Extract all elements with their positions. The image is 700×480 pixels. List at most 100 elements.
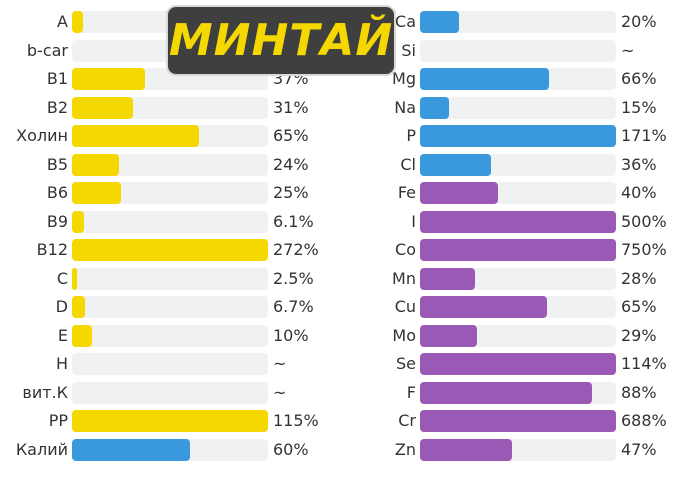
bar-label: Fe: [397, 183, 416, 202]
bar-value-label: 15%: [621, 97, 657, 117]
bar-label: вит.К: [22, 382, 68, 402]
bar-track: [420, 96, 616, 119]
bar-label: Se: [396, 354, 416, 373]
bar-track: [420, 267, 616, 290]
bar-value-label: 114%: [621, 354, 667, 373]
bar-label: Холин: [16, 126, 68, 145]
bar-value-label: 171%: [621, 126, 667, 145]
bar-value-label: 500%: [621, 211, 667, 231]
bar-row: B6 25%: [0, 179, 700, 207]
bar-value-label: ~: [621, 40, 635, 60]
bar-row: Se 114%: [0, 350, 700, 378]
bar-value-label: 40%: [621, 183, 657, 202]
bar-label: Калий: [15, 439, 68, 459]
bar-row: B9 6.1%: [0, 208, 700, 236]
bar-fill: [420, 182, 498, 204]
bar-fill: [72, 96, 133, 119]
bar-label: Cu: [394, 297, 416, 316]
bar-value-label: 88%: [621, 382, 657, 402]
bar-fill: [420, 125, 616, 147]
bar-fill: [72, 324, 92, 347]
bar-track: [420, 153, 616, 176]
bar-row: E 10%: [0, 322, 700, 350]
bar-label: Si: [401, 40, 416, 60]
bar-value-label: 66%: [621, 69, 657, 88]
bar-track: [72, 125, 268, 147]
bar-value-label: 6.1%: [273, 211, 314, 231]
bar-label: Na: [394, 97, 416, 117]
bar-track: [420, 182, 616, 204]
bar-value-label: ~: [273, 382, 287, 402]
bar-track: [420, 438, 616, 461]
bar-label: B1: [46, 69, 68, 88]
bar-value-label: 10%: [273, 325, 309, 345]
bar-track: [420, 39, 616, 62]
bar-fill: [420, 68, 549, 90]
bar-row: PP 115%: [0, 407, 700, 435]
bar-fill: [72, 438, 190, 461]
bar-track: [420, 353, 616, 375]
bar-track: [420, 210, 616, 233]
bar-label: B6: [46, 183, 68, 202]
bar-value-label: 2.5%: [273, 268, 314, 288]
bar-track: [72, 210, 268, 233]
bar-value-label: 20%: [621, 12, 657, 31]
bar-track: [72, 381, 268, 404]
bar-track: [72, 239, 268, 261]
bar-track: [420, 125, 616, 147]
bar-value-label: 750%: [621, 240, 667, 259]
bar-track: [72, 153, 268, 176]
bar-fill: [72, 68, 145, 90]
bar-fill: [72, 210, 84, 233]
bar-label: B5: [46, 154, 68, 174]
bar-fill: [72, 267, 77, 290]
bar-label: A: [57, 12, 68, 31]
bar-value-label: 65%: [273, 126, 309, 145]
bar-track: [420, 296, 616, 318]
bar-label: Mn: [392, 268, 416, 288]
bar-label: C: [56, 268, 68, 288]
bar-value-label: 28%: [621, 268, 657, 288]
bar-fill: [420, 153, 491, 176]
bar-row: Mg 66%: [0, 65, 700, 93]
bar-row: B12 272%: [0, 236, 700, 264]
bar-value-label: 36%: [621, 154, 657, 174]
bar-fill: [72, 410, 268, 432]
bar-row: Na 15%: [0, 94, 700, 122]
bar-fill: [420, 438, 512, 461]
bar-track: [72, 296, 268, 318]
bar-row: B2 31%: [0, 94, 700, 122]
bar-label: B9: [46, 211, 68, 231]
bar-fill: [420, 11, 459, 33]
bar-label: B2: [46, 97, 68, 117]
bar-fill: [420, 381, 592, 404]
bar-track: [72, 96, 268, 119]
bar-track: [72, 182, 268, 204]
bar-label: D: [55, 297, 68, 316]
bar-row: B5 24%: [0, 151, 700, 179]
bar-label: Mg: [392, 69, 416, 88]
bar-value-label: ~: [273, 354, 287, 373]
bar-value-label: 65%: [621, 297, 657, 316]
bar-label: Cr: [398, 411, 416, 430]
bar-row: B1 37%: [0, 65, 700, 93]
bar-value-label: 25%: [273, 183, 309, 202]
bar-value-label: 24%: [273, 154, 309, 174]
bar-value-label: 31%: [273, 97, 309, 117]
bar-track: [420, 11, 616, 33]
bar-row: Холин 65%: [0, 122, 700, 150]
bar-row: H ~: [0, 350, 700, 378]
bar-row: Калий 60%: [0, 436, 700, 464]
bar-fill: [420, 296, 547, 318]
bar-track: [72, 410, 268, 432]
bar-label: Ca: [395, 12, 416, 31]
bar-value-label: 272%: [273, 240, 319, 259]
bar-row: вит.К ~: [0, 379, 700, 407]
bar-track: [72, 438, 268, 461]
bar-fill: [420, 239, 616, 261]
bar-track: [72, 324, 268, 347]
bar-label: Zn: [394, 439, 416, 459]
bar-label: B12: [36, 240, 68, 259]
bar-fill: [420, 353, 616, 375]
